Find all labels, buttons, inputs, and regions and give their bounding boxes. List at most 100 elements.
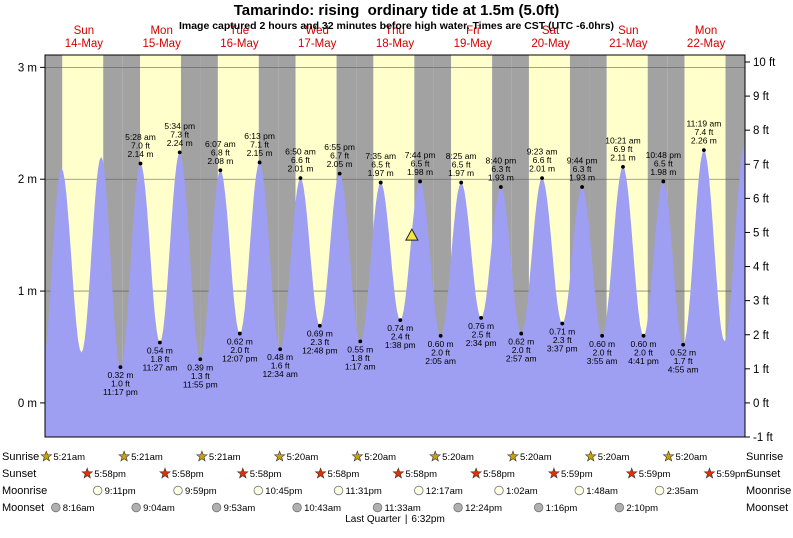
sunset-time: 5:58pm (172, 469, 204, 480)
date-weekday: Mon (150, 25, 172, 37)
tide-label-line: 2.0 ft (431, 347, 451, 357)
date-label: 20-May (531, 38, 570, 50)
tide-extreme-dot (198, 357, 203, 362)
y-axis-left-label: 1 m (18, 286, 37, 298)
moonrise-icon (494, 485, 504, 496)
low-tide-label: 0.69 m 2.3 ft 12:48 pm (302, 329, 337, 356)
low-tide-label: 0.60 m 2.0 ft 2:05 am (425, 339, 456, 366)
tide-label-line: 2.01 m (287, 164, 313, 174)
tide-extreme-dot (418, 179, 422, 184)
low-tide-label: 0.71 m 2.3 ft 3:37 pm (547, 326, 578, 353)
sunrise-icon (584, 450, 597, 462)
moonrise-time: 12:17am (426, 486, 463, 497)
plot-border (44, 54, 746, 438)
sunrise-icon (351, 450, 364, 462)
tide-label-line: 4:41 pm (628, 356, 659, 366)
tide-label-line: 2.05 m (327, 159, 353, 169)
tide-extreme-dot (157, 340, 162, 345)
sunset-time: 5:59pm (717, 469, 749, 480)
high-tide-label: 6:07 am 6.8 ft 2.08 m (205, 139, 236, 166)
sunrise-icon (40, 450, 53, 462)
sunrise-icon (506, 450, 519, 462)
high-tide-label: 11:19 am 7.4 ft 2.26 m (686, 119, 721, 146)
tide-label-line: 2.14 m (127, 149, 153, 159)
tide-label-line: 0.54 m (147, 346, 173, 356)
low-tide-label: 0.60 m 2.0 ft 4:41 pm (628, 339, 659, 366)
page-subtitle: Image captured 2 hours and 32 minutes be… (178, 20, 615, 32)
moon-phase-name: Last Quarter (345, 514, 401, 525)
tide-label-line: 10:48 pm (646, 150, 681, 160)
moonset-time: 1:16pm (546, 503, 578, 514)
sunrise-time: 5:20am (442, 452, 474, 463)
tide-label-line: 6.5 ft (411, 158, 431, 168)
high-tide-label: 10:48 pm 6.5 ft 1.98 m (646, 150, 681, 177)
high-tide-label: 10:21 am 6.9 ft 2.11 m (605, 135, 640, 162)
date-weekday: Fri (466, 25, 479, 37)
low-tide-label: 0.62 m 2.0 ft 12:07 pm (222, 337, 257, 364)
tide-label-line: 12:48 pm (302, 346, 337, 356)
high-tide-label: 8:25 am 6.5 ft 1.97 m (446, 151, 477, 178)
low-tide-label: 0.76 m 2.5 ft 2:34 pm (466, 321, 497, 348)
sunset-time: 5:58pm (328, 469, 360, 480)
date-label: 15-May (142, 38, 181, 50)
moonrise-time: 10:45pm (265, 486, 302, 497)
moonset-icon (51, 502, 61, 513)
tide-extreme-dot (337, 171, 342, 176)
tide-extreme-dot (641, 333, 646, 338)
tide-label-line: 0.32 m (107, 370, 133, 380)
sunset-icon (81, 467, 94, 479)
tide-extreme-dot (237, 331, 242, 336)
y-axis-right-label: 0 ft (753, 398, 770, 410)
tide-label-line: 1.98 m (650, 167, 676, 177)
sunset-icon (547, 467, 560, 479)
tide-label-line: 7:35 am (365, 151, 396, 161)
moonrise-icon (654, 485, 665, 496)
tide-extreme-dot (138, 161, 143, 166)
low-tide-label: 0.32 m 1.0 ft 11:17 pm (103, 370, 138, 397)
y-axis-right-label: 5 ft (753, 227, 770, 239)
sunrise-time: 5:20am (598, 452, 630, 463)
low-tide-label: 0.62 m 2.0 ft 2:57 am (506, 337, 537, 364)
moonset-icon (372, 502, 383, 513)
date-label: 16-May (220, 38, 259, 50)
tide-label-line: 2.0 ft (593, 347, 613, 357)
tide-label-line: 7.3 ft (170, 129, 190, 139)
tide-label-line: 10:21 am (605, 135, 640, 145)
date-weekday: Thu (385, 25, 405, 37)
tide-extreme-dot (479, 316, 483, 320)
moonrise-row-header: Moonrise (746, 485, 792, 497)
date-label: 14-May (65, 38, 104, 50)
tide-extreme-dot (177, 150, 182, 155)
tide-label-line: 6.3 ft (573, 164, 593, 174)
tide-label-line: 6:07 am (205, 139, 236, 149)
tide-label-line: 2:57 am (506, 354, 537, 364)
date-weekday: Mon (695, 25, 717, 37)
tide-label-line: 3:37 pm (547, 343, 578, 353)
high-tide-label: 6:55 pm 6.7 ft 2.05 m (324, 142, 355, 169)
tide-label-line: 1.0 ft (111, 379, 131, 389)
current-tide-marker (405, 228, 419, 241)
tide-extreme-dot (459, 180, 464, 185)
sunrise-row-header: Sunrise (746, 451, 784, 463)
tide-label-line: 2.15 m (247, 148, 273, 158)
sunset-icon (470, 467, 483, 479)
high-tide-label: 5:34 pm 7.3 ft 2.24 m (164, 121, 195, 148)
sunrise-time: 5:21am (53, 452, 85, 463)
tide-label-line: 7.1 ft (250, 139, 270, 149)
moonset-icon (533, 502, 544, 513)
tide-label-line: 9:44 pm (567, 156, 598, 166)
tide-label-line: 2.3 ft (310, 337, 330, 347)
tide-label-line: 1:38 pm (385, 340, 416, 350)
low-tide-label: 0.52 m 1.7 ft 4:55 am (668, 348, 699, 375)
astro-row-headers-right: Sunrise Sunset Moonrise Moonset (746, 449, 792, 517)
tide-label-line: 2.0 ft (230, 345, 250, 355)
tide-label-line: 2.24 m (167, 138, 193, 148)
date-weekday: Wed (305, 25, 328, 37)
tide-label-line: 1.7 ft (674, 356, 694, 366)
tide-label-line: 11:27 am (142, 363, 177, 373)
tide-curve (45, 145, 745, 437)
tide-label-line: 5:28 am (125, 132, 156, 142)
tide-label-line: 8:40 pm (486, 156, 517, 166)
tide-label-line: 0.62 m (227, 337, 253, 347)
tide-label-line: 6.5 ft (371, 160, 391, 170)
